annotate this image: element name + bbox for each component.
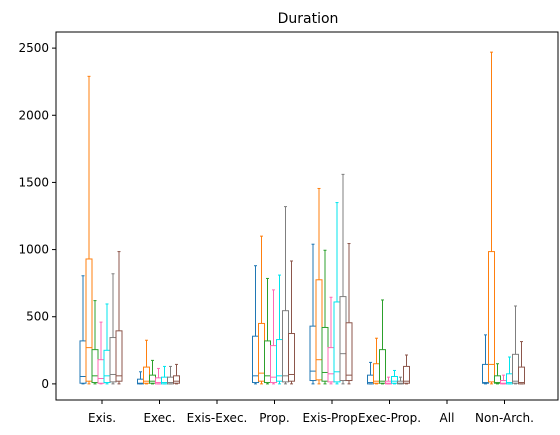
box-plot-item [276, 274, 283, 385]
box-plot-item [397, 376, 404, 385]
y-tick-label: 2000 [18, 108, 49, 122]
box-iqr [288, 333, 295, 382]
box-iqr [97, 359, 105, 384]
x-tick-label: Prop. [259, 411, 289, 425]
box-iqr [379, 349, 386, 384]
box-iqr [488, 251, 495, 383]
y-tick-label: 0 [41, 377, 49, 391]
x-tick-label: Exis. [88, 411, 116, 425]
box-group [137, 339, 180, 385]
y-tick-label: 500 [26, 310, 49, 324]
y-axis: 0 500 1000 1500 2000 2500 [18, 41, 56, 391]
box-plot-item [500, 374, 507, 385]
box-iqr [103, 349, 111, 384]
box-plot-item [258, 235, 265, 385]
box-group [482, 51, 525, 385]
box-plot-item [282, 206, 289, 385]
box-iqr [109, 337, 117, 383]
box-iqr [258, 322, 265, 382]
x-tick-label: Exis-Exec. [187, 411, 248, 425]
box-plot-item [385, 376, 392, 385]
chart-title: Duration [278, 11, 339, 27]
box-iqr [282, 310, 289, 383]
box-plot-item [309, 243, 317, 385]
x-tick-label: Exis-Prop. [302, 411, 361, 425]
plot-frame [55, 31, 559, 401]
box-plot-item [85, 75, 93, 385]
box-group [309, 173, 353, 385]
box-plot-item [103, 303, 111, 385]
box-plot-item [252, 265, 259, 385]
box-group [367, 299, 410, 385]
box-plot-item [333, 202, 341, 385]
box-iqr [309, 325, 317, 382]
box-iqr [512, 353, 519, 384]
box-iqr [327, 347, 335, 383]
box-plot-item [339, 173, 347, 385]
box-plot-item [345, 243, 353, 385]
box-plot-item [79, 275, 87, 385]
box-iqr [91, 349, 99, 384]
box-plot-item [288, 260, 295, 385]
box-iqr [391, 375, 398, 384]
box-iqr [115, 330, 123, 382]
box-plot-item [149, 359, 156, 385]
box-plot-item [403, 354, 410, 385]
x-axis: Exis. Exec. Exis-Exec. Prop. Exis-Prop.Exec-… [88, 400, 534, 425]
y-tick-label: 2500 [18, 41, 49, 55]
box-plot-item [270, 289, 277, 385]
box-group [252, 206, 295, 385]
plot-area [55, 31, 559, 401]
box-plot-item [97, 321, 105, 385]
box-plot-item [494, 363, 501, 385]
x-tick-label: All [440, 411, 455, 425]
box-plot-item [482, 334, 489, 385]
box-iqr [482, 363, 489, 384]
box-plot-item [115, 251, 123, 385]
box-plot-item [512, 305, 519, 385]
x-tick-label: Non-Arch. [475, 411, 534, 425]
y-tick-label: 1500 [18, 175, 49, 189]
box-plot-item [91, 300, 99, 385]
box-plot-item [143, 339, 150, 385]
box-iqr [85, 258, 93, 382]
box-iqr [345, 322, 353, 382]
box-plot-item [321, 249, 329, 385]
box-plot-item [155, 367, 162, 385]
box-iqr [149, 374, 156, 384]
boxes-layer [79, 51, 525, 385]
box-plot-item [167, 365, 174, 385]
y-tick-label: 1000 [18, 243, 49, 257]
box-iqr [494, 375, 501, 384]
box-group [79, 75, 123, 385]
box-plot-item [506, 356, 513, 385]
box-iqr [173, 375, 180, 384]
x-tick-label: Exec. [143, 411, 175, 425]
box-plot-item [137, 371, 144, 385]
box-plot-item [373, 337, 380, 385]
box-plot-item [518, 341, 525, 385]
box-plot-item [327, 296, 335, 385]
box-plot-item [315, 187, 323, 385]
box-plot-item [488, 51, 495, 385]
box-iqr [373, 363, 380, 384]
box-plot-item [264, 277, 271, 385]
box-iqr [339, 296, 347, 382]
box-plot-item [367, 361, 374, 385]
box-plot-item [379, 299, 386, 385]
box-iqr [276, 339, 283, 382]
box-iqr [315, 279, 323, 381]
box-iqr [403, 365, 410, 384]
box-plot-item [173, 363, 180, 385]
x-tick-label: Exec-Prop. [358, 411, 421, 425]
box-plot-item [391, 369, 398, 385]
box-plot-item [161, 365, 168, 385]
box-iqr [333, 301, 341, 383]
box-plot-item [109, 273, 117, 385]
box-iqr [321, 326, 329, 382]
box-iqr [518, 366, 525, 385]
